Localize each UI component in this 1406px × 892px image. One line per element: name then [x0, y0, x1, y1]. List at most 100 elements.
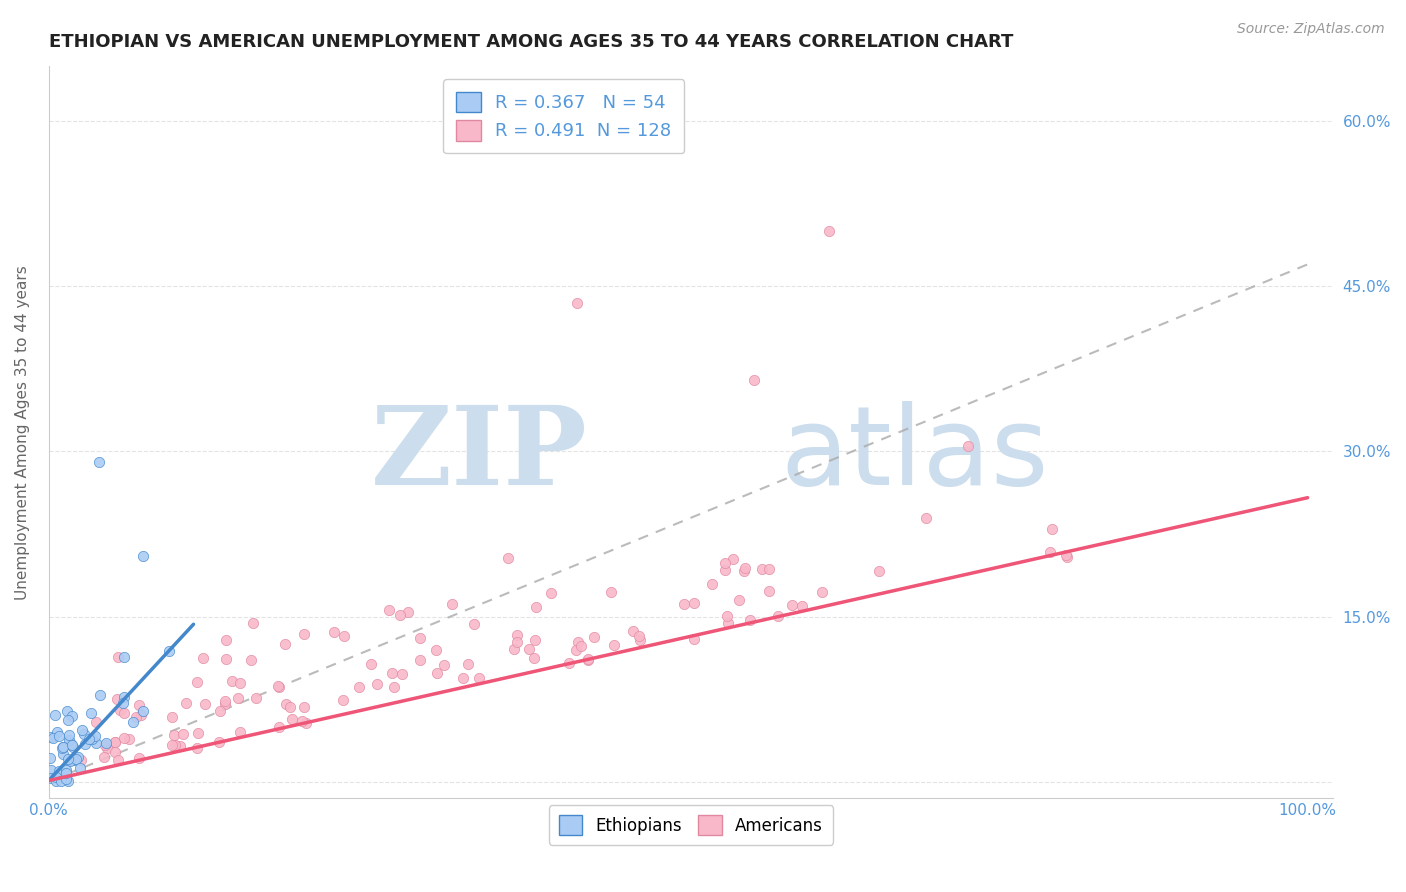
Point	[55, 772, 77, 786]
Point	[229, 676, 252, 690]
Point	[52, 740, 75, 755]
Point	[112, 649, 135, 664]
Point	[186, 740, 208, 755]
Point	[172, 727, 194, 741]
Point	[433, 657, 456, 672]
Point	[157, 644, 180, 658]
Point	[517, 642, 540, 657]
Point	[811, 585, 834, 599]
Point	[378, 603, 401, 617]
Point	[122, 714, 145, 729]
Point	[82, 732, 104, 747]
Point	[45, 773, 67, 788]
Point	[112, 731, 135, 745]
Point	[128, 698, 150, 713]
Point	[108, 703, 131, 717]
Point	[104, 735, 127, 749]
Point	[366, 676, 388, 690]
Point	[245, 691, 267, 706]
Point	[280, 700, 302, 714]
Point	[39, 772, 62, 786]
Point	[86, 736, 108, 750]
Point	[426, 665, 449, 680]
Point	[621, 624, 644, 639]
Point	[239, 653, 262, 667]
Point	[160, 738, 183, 752]
Text: Source: ZipAtlas.com: Source: ZipAtlas.com	[1237, 22, 1385, 37]
Point	[576, 653, 599, 667]
Point	[457, 657, 479, 671]
Point	[56, 773, 79, 788]
Text: ZIP: ZIP	[371, 401, 588, 508]
Point	[274, 637, 297, 651]
Point	[65, 752, 87, 766]
Point	[207, 735, 229, 749]
Point	[39, 731, 62, 745]
Point	[62, 740, 84, 755]
Point	[558, 656, 581, 670]
Legend: Ethiopians, Americans: Ethiopians, Americans	[548, 805, 832, 845]
Point	[723, 552, 745, 566]
Point	[214, 697, 236, 711]
Point	[66, 749, 89, 764]
Point	[267, 679, 290, 693]
Point	[72, 727, 94, 741]
Point	[391, 667, 413, 681]
Point	[717, 615, 740, 630]
Point	[292, 700, 315, 714]
Point	[742, 373, 765, 387]
Point	[77, 732, 100, 747]
Point	[132, 549, 155, 563]
Point	[221, 674, 243, 689]
Point	[388, 607, 411, 622]
Point	[565, 642, 588, 657]
Point	[576, 652, 599, 666]
Point	[496, 551, 519, 566]
Point	[45, 770, 67, 784]
Point	[733, 564, 755, 578]
Point	[60, 739, 83, 753]
Point	[112, 696, 135, 710]
Point	[522, 650, 544, 665]
Point	[226, 690, 249, 705]
Point	[242, 615, 264, 630]
Point	[425, 642, 447, 657]
Point	[347, 680, 370, 694]
Point	[740, 613, 762, 627]
Point	[728, 592, 751, 607]
Point	[956, 439, 979, 453]
Point	[129, 707, 152, 722]
Point	[59, 754, 82, 768]
Point	[73, 737, 96, 751]
Point	[46, 725, 69, 739]
Point	[58, 732, 80, 747]
Point	[104, 745, 127, 759]
Point	[39, 763, 62, 777]
Point	[780, 598, 803, 612]
Point	[94, 738, 117, 752]
Point	[291, 714, 314, 728]
Point	[93, 749, 115, 764]
Point	[467, 672, 489, 686]
Point	[169, 739, 191, 753]
Point	[683, 632, 706, 647]
Point	[55, 763, 77, 777]
Point	[51, 740, 73, 755]
Point	[69, 761, 91, 775]
Point	[713, 563, 735, 577]
Point	[267, 720, 290, 734]
Point	[187, 726, 209, 740]
Point	[59, 753, 82, 767]
Point	[360, 657, 382, 672]
Point	[208, 704, 231, 718]
Point	[94, 736, 117, 750]
Point	[72, 723, 94, 737]
Point	[440, 597, 463, 611]
Point	[381, 665, 404, 680]
Point	[118, 731, 141, 746]
Point	[600, 584, 623, 599]
Point	[186, 675, 208, 690]
Point	[524, 632, 547, 647]
Point	[734, 560, 756, 574]
Point	[191, 650, 214, 665]
